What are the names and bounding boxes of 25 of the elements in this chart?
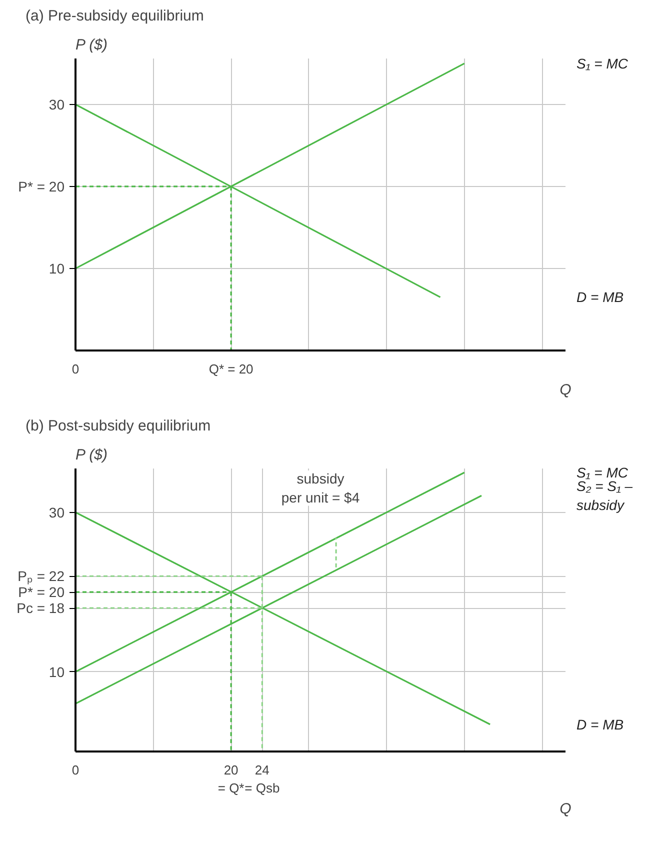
text: S₁ = MC — [576, 464, 629, 480]
y-tick-label: 10 — [48, 260, 65, 276]
x-tick-label: 20 = Q* — [218, 762, 244, 796]
text: D = MB — [576, 716, 624, 732]
y-tick-label: P* = 20 — [18, 178, 65, 194]
y-tick-label: Pₚ = 22 — [18, 568, 65, 586]
text: D = MB — [576, 289, 624, 306]
y-tick-label: 10 — [48, 664, 65, 680]
x-tick-label: 0 — [72, 762, 80, 778]
x-tick-label: 24 = Qsb — [244, 762, 280, 796]
x-tick-label: 0 — [72, 362, 80, 376]
text: S₁ = MC — [576, 55, 629, 72]
y-tick-label: 30 — [48, 504, 65, 520]
x-axis-title: Q — [560, 382, 572, 398]
chart-title: (b) Post-subsidy equilibrium — [26, 418, 211, 434]
x-tick-label: Q* = 20 — [208, 362, 254, 376]
x-axis-title: Q — [560, 800, 572, 818]
y-tick-label: 30 — [48, 96, 65, 112]
y-axis-title: P ($) — [76, 446, 108, 464]
y-axis-title: P ($) — [76, 36, 108, 54]
annotation: subsidy per unit = $4 — [281, 470, 360, 506]
y-tick-label: P* = 20 — [18, 584, 65, 600]
y-tick-label: Pc = 18 — [16, 600, 65, 616]
text: S₂ = S₁ – subsidy — [576, 478, 633, 514]
chart-title: (a) Pre-subsidy equilibrium — [26, 8, 204, 24]
